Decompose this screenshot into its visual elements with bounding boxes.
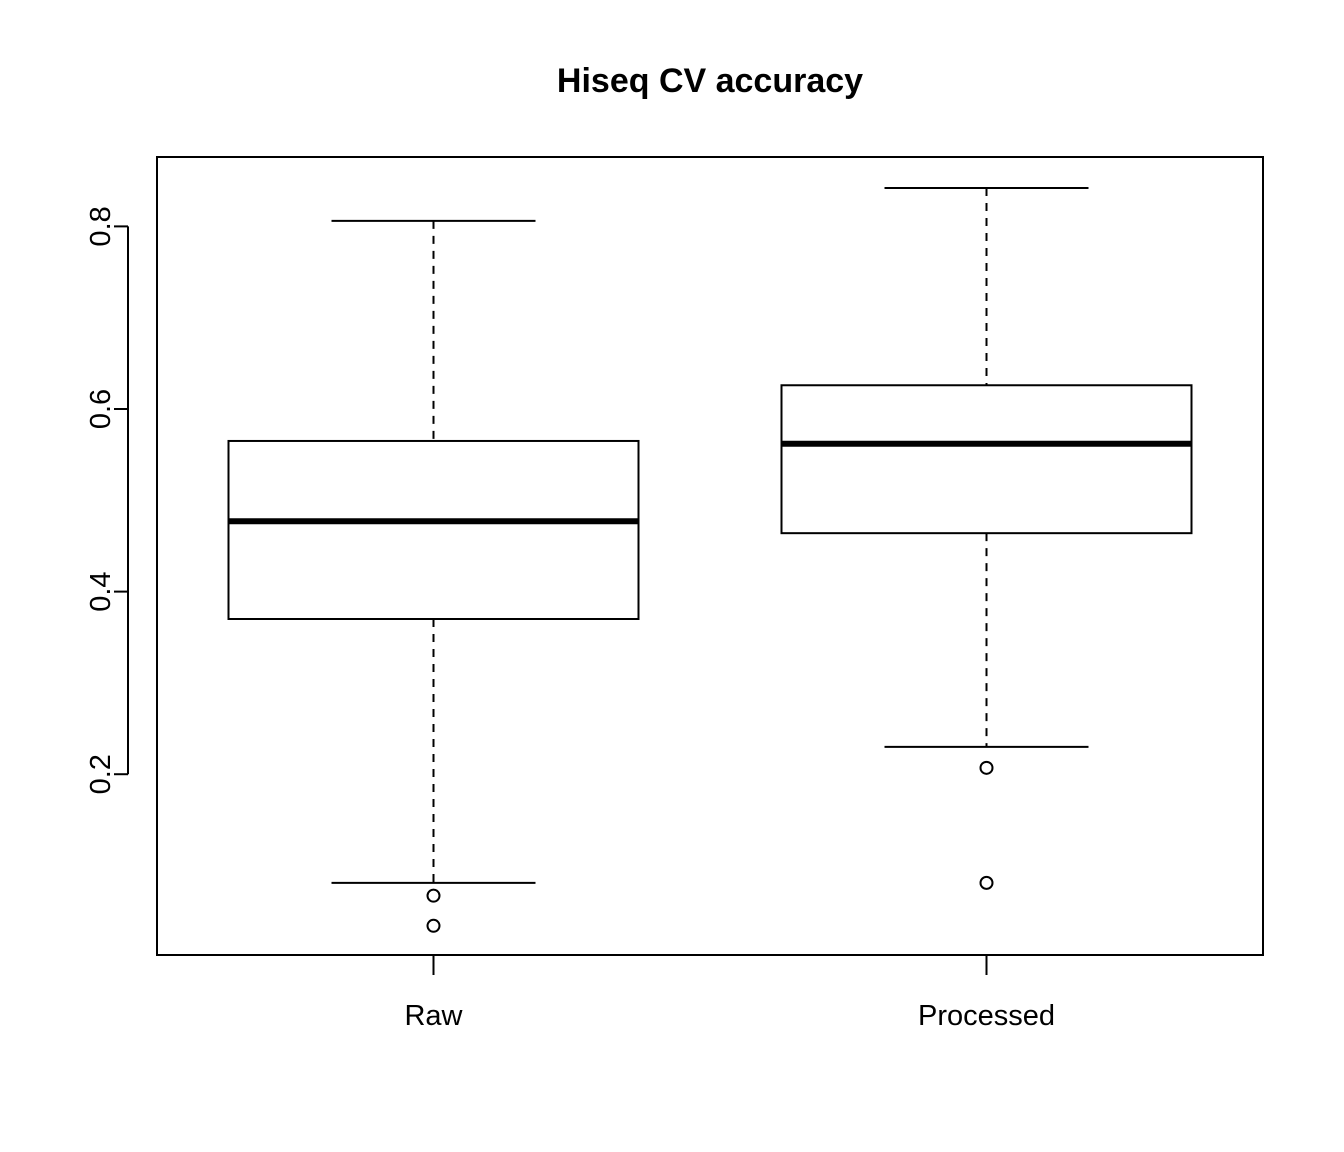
- outlier-point: [426, 888, 441, 903]
- chart-marks: 0.2 0.4 0.6 0.8 Raw Processed: [85, 187, 1193, 1032]
- outlier-point: [979, 875, 994, 890]
- plot-frame: [156, 156, 1264, 956]
- x-tick-label: Processed: [918, 1000, 1055, 1032]
- y-tick-label: 0.8: [85, 206, 117, 246]
- y-tick-label: 0.6: [85, 389, 117, 429]
- outlier-point: [426, 918, 441, 933]
- x-tick-label: Raw: [404, 1000, 463, 1032]
- chart-title: Hiseq CV accuracy: [557, 62, 863, 100]
- box-iqr: [227, 439, 640, 620]
- box-iqr: [780, 384, 1193, 535]
- y-tick-label: 0.4: [85, 571, 117, 611]
- outlier-point: [979, 760, 994, 775]
- y-tick-label: 0.2: [85, 754, 117, 794]
